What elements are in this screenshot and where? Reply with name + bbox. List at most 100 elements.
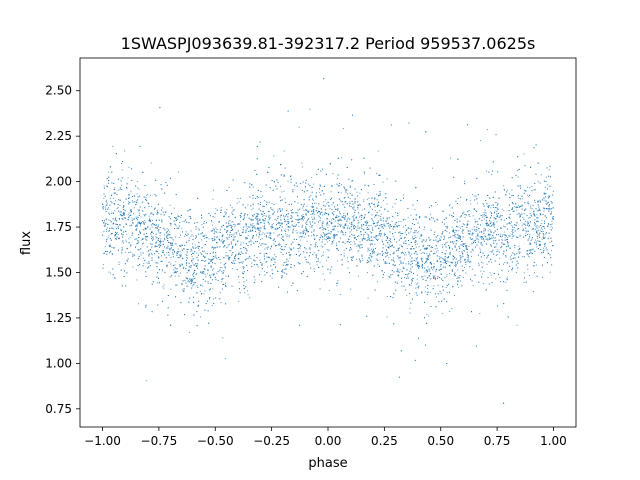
data-point — [156, 276, 158, 278]
data-point — [548, 175, 550, 177]
data-point — [164, 254, 166, 256]
data-point — [127, 258, 129, 260]
data-point — [133, 194, 135, 196]
data-point — [340, 254, 342, 256]
data-point — [539, 244, 541, 246]
data-point — [462, 256, 464, 258]
data-point — [508, 222, 510, 224]
data-point — [205, 276, 207, 278]
data-point — [136, 200, 138, 202]
data-point — [404, 237, 406, 239]
data-point — [314, 213, 316, 215]
data-point — [234, 259, 236, 261]
data-point — [506, 189, 508, 191]
data-point — [525, 230, 527, 232]
data-point — [386, 249, 388, 251]
data-point — [176, 252, 178, 254]
data-point — [212, 228, 214, 230]
data-point — [496, 251, 498, 253]
data-point — [418, 285, 420, 287]
data-point — [506, 249, 507, 251]
data-point — [186, 257, 188, 259]
data-point — [327, 227, 329, 229]
data-point — [142, 210, 144, 212]
data-point — [169, 204, 171, 206]
data-point — [275, 256, 277, 258]
data-point — [325, 209, 327, 211]
data-point — [328, 201, 330, 203]
data-point — [270, 207, 272, 209]
data-point — [105, 210, 107, 212]
data-point — [105, 229, 107, 230]
data-point — [455, 263, 457, 265]
data-point — [322, 246, 324, 248]
data-point — [392, 257, 394, 259]
data-point — [162, 286, 164, 288]
data-point — [169, 234, 171, 236]
data-point — [374, 225, 376, 227]
data-point — [238, 288, 240, 290]
data-point — [523, 272, 525, 274]
data-point — [234, 226, 236, 228]
data-point — [439, 291, 441, 293]
data-point — [366, 272, 368, 274]
data-point — [360, 244, 362, 246]
data-point — [454, 272, 456, 274]
data-point — [386, 253, 388, 255]
data-point — [340, 231, 342, 233]
data-point — [201, 253, 203, 255]
data-point — [111, 246, 113, 248]
data-point — [191, 285, 193, 287]
data-point — [281, 249, 283, 251]
data-point — [188, 280, 190, 282]
data-point — [256, 216, 258, 218]
data-point — [408, 252, 410, 254]
data-point — [262, 214, 264, 216]
data-point — [245, 248, 247, 250]
data-point — [358, 235, 360, 237]
data-point — [493, 237, 495, 239]
data-point — [181, 227, 183, 229]
data-point — [151, 226, 153, 228]
data-point — [163, 237, 165, 239]
data-point — [392, 253, 394, 255]
data-point — [126, 241, 128, 243]
data-point — [246, 237, 248, 239]
data-point — [377, 201, 379, 203]
data-point — [287, 228, 289, 230]
data-point — [110, 233, 112, 235]
data-point — [105, 199, 107, 201]
data-point — [167, 233, 169, 235]
data-point — [117, 206, 119, 208]
data-point — [130, 190, 132, 192]
data-point — [214, 212, 216, 214]
data-point — [545, 247, 547, 249]
data-point — [334, 220, 336, 222]
data-point — [152, 219, 154, 221]
data-point — [308, 255, 310, 257]
data-point — [313, 235, 315, 237]
data-point — [393, 252, 395, 254]
data-point — [167, 307, 169, 309]
data-point — [344, 197, 346, 199]
data-point — [115, 223, 117, 225]
data-point — [141, 202, 143, 204]
data-point — [343, 224, 345, 226]
data-point — [188, 266, 190, 268]
data-point — [410, 302, 412, 304]
data-point — [316, 264, 318, 266]
data-point — [277, 211, 279, 213]
data-point — [291, 284, 293, 286]
data-point — [121, 169, 123, 171]
data-point — [186, 251, 188, 253]
data-point — [111, 212, 113, 214]
data-point — [282, 249, 284, 251]
data-point — [245, 238, 247, 240]
data-point — [518, 249, 520, 251]
data-point — [146, 262, 148, 264]
data-point — [268, 236, 270, 238]
data-point — [177, 251, 179, 253]
data-point — [333, 229, 335, 231]
data-point — [267, 210, 269, 212]
data-point — [326, 203, 328, 205]
